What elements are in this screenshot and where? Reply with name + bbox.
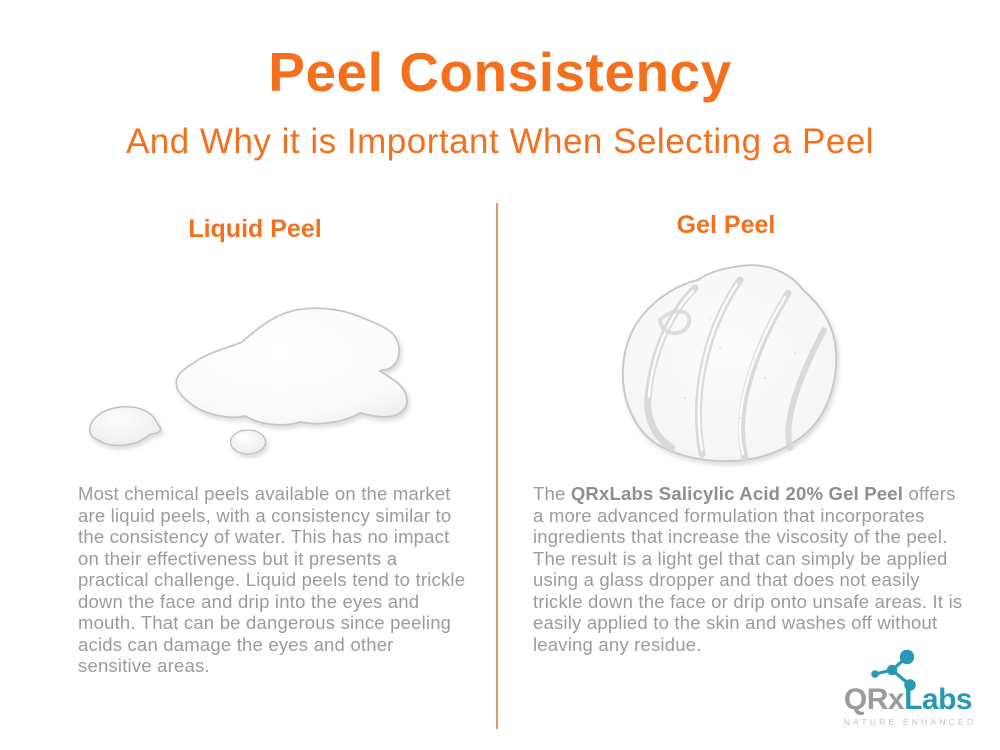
qrxlabs-logo: QRxLabs NATURE ENHANCED bbox=[820, 640, 1000, 740]
puddle-small-droplet bbox=[89, 405, 162, 447]
logo-wordmark: QRxLabs bbox=[838, 684, 978, 716]
puddle-main-blob bbox=[175, 307, 408, 426]
gel-paragraph-prefix: The bbox=[533, 483, 571, 504]
page-title: Peel Consistency bbox=[268, 41, 732, 103]
page-subtitle: And Why it is Important When Selecting a… bbox=[125, 122, 875, 161]
molecule-icon bbox=[871, 649, 916, 691]
gel-paragraph-rest: offers a more advanced formulation that … bbox=[533, 483, 963, 655]
gel-peel-heading: Gel Peel bbox=[676, 211, 776, 239]
liquid-puddle-image bbox=[89, 307, 408, 455]
gel-peel-paragraph: The QRxLabs Salicylic Acid 20% Gel Peel … bbox=[533, 483, 970, 655]
logo-text-labs: Labs bbox=[904, 683, 973, 716]
liquid-peel-paragraph: Most chemical peels available on the mar… bbox=[78, 483, 466, 676]
droplet-highlight bbox=[236, 433, 250, 441]
gel-product-name: QRxLabs Salicylic Acid 20% Gel Peel bbox=[570, 483, 904, 504]
gel-speckles bbox=[683, 317, 796, 420]
gel-ridges bbox=[644, 276, 827, 462]
logo-text-qrx: QRx bbox=[843, 683, 905, 716]
puddle-tiny-droplet bbox=[229, 429, 267, 455]
gel-smear-image bbox=[621, 264, 838, 463]
logo-tagline: NATURE ENHANCED bbox=[843, 717, 977, 727]
column-divider bbox=[496, 203, 498, 729]
liquid-peel-heading: Liquid Peel bbox=[188, 215, 322, 243]
